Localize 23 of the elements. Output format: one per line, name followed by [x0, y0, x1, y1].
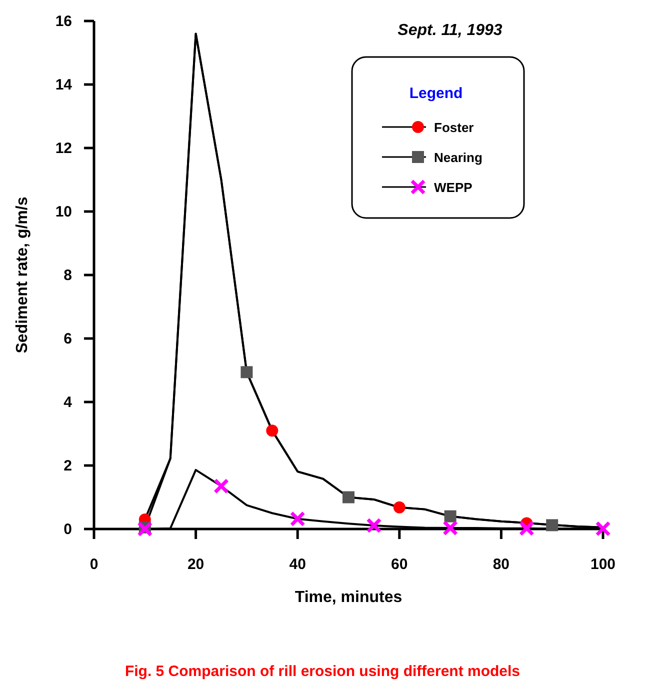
- y-tick-label: 2: [64, 458, 72, 474]
- x-tick-label: 80: [492, 556, 510, 573]
- legend-label: Foster: [434, 120, 474, 135]
- y-axis-title: Sediment rate, g/m/s: [14, 196, 31, 354]
- x-tick-label: 20: [187, 556, 204, 573]
- legend-title: Legend: [409, 85, 463, 102]
- y-tick-label: 10: [55, 204, 72, 220]
- y-tick-label: 16: [55, 13, 72, 30]
- y-tick-label: 4: [64, 394, 73, 411]
- annotation: Sept. 11, 1993: [398, 22, 502, 39]
- x-tick-label: 40: [289, 556, 306, 573]
- y-tick-label: 12: [55, 140, 72, 157]
- y-tick-label: 6: [64, 330, 72, 348]
- x-tick-label: 100: [590, 556, 616, 573]
- legend-label: WEPP: [434, 180, 473, 195]
- caption: Fig. 5 Comparison of rill erosion using different models: [124, 663, 520, 680]
- x-tick-label: 60: [391, 556, 408, 573]
- y-tick-label: 14: [55, 76, 73, 94]
- x-axis-title: Time, minutes: [294, 589, 402, 606]
- legend-label: Nearing: [434, 150, 482, 165]
- x-tick-label: 0: [90, 556, 98, 573]
- y-tick-label: 0: [64, 521, 72, 538]
- y-tick-label: 8: [64, 267, 72, 284]
